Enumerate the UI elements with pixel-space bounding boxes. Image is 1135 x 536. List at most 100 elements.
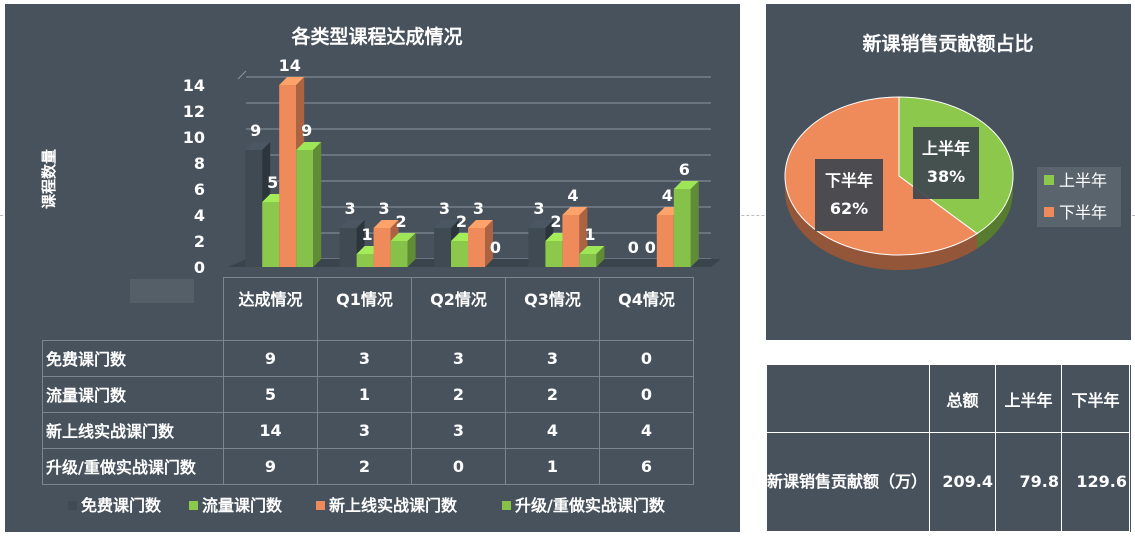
- legend-label: 免费课门数: [81, 496, 162, 515]
- table-header-row: 达成情况 Q1情况 Q2情况 Q3情况 Q4情况: [43, 277, 694, 341]
- sales-table: 总额 上半年 下半年 新课销售贡献额（万） 209.4 79.8 129.6: [766, 364, 1130, 532]
- legend-swatch: [189, 501, 198, 510]
- legend-label: 流量课门数: [202, 496, 283, 515]
- course-achievement-panel: 各类型课程达成情况 课程数量 0 2 4 6 8 10 12 14 9 5 14 9 3 1 3 2 3 2 3 0…: [5, 4, 740, 532]
- table-cell: 3: [317, 339, 412, 377]
- table-cell: 3: [411, 411, 506, 449]
- pie-legend-swatch: [1044, 175, 1054, 185]
- table-cell: 14: [223, 411, 318, 449]
- sales-row-label: 新课销售贡献额（万）: [766, 432, 930, 532]
- bar-data-label: 2: [456, 212, 467, 231]
- sales-table-header: 总额: [929, 364, 996, 433]
- category-label: Q2情况: [411, 277, 506, 341]
- table-cell: 1: [317, 375, 412, 413]
- table-row: 新上线实战课门数 14 3 3 4 4: [42, 411, 694, 449]
- legend-swatch: [68, 501, 77, 510]
- category-label: Q4情况: [599, 277, 694, 341]
- bar: [468, 220, 493, 267]
- y-tick-label: 8: [194, 154, 205, 173]
- bar-data-label: 3: [473, 199, 484, 218]
- sales-table-cell: 129.6: [1061, 432, 1130, 532]
- table-cell: 3: [505, 339, 600, 377]
- table-cell: 3: [317, 411, 412, 449]
- bar-data-label: 4: [662, 186, 673, 205]
- pie-panel: 新课销售贡献额占比 上半年 38% 下半年 62% 上半年 下半年: [766, 4, 1131, 340]
- sales-table-header: 上半年: [995, 364, 1062, 433]
- pie-data-label: 下半年 62%: [815, 159, 883, 231]
- bar-data-label: 0: [645, 238, 656, 257]
- pie-legend-item: 下半年: [1044, 203, 1107, 222]
- table-cell: 6: [599, 447, 694, 485]
- legend-swatch: [502, 501, 511, 510]
- y-axis-label: 课程数量: [40, 149, 58, 209]
- pie-value-label: 62%: [830, 199, 868, 218]
- sales-table-header: 下半年: [1061, 364, 1130, 433]
- row-label: 流量课门数: [42, 375, 224, 413]
- bar-data-label: 14: [279, 56, 301, 75]
- y-tick-label: 14: [183, 76, 205, 95]
- category-label: Q3情况: [505, 277, 600, 341]
- y-tick-label: 12: [183, 102, 205, 121]
- row-label: 升级/重做实战课门数: [42, 447, 224, 485]
- sales-table-row: 新课销售贡献额（万） 209.4 79.8 129.6: [766, 432, 1130, 532]
- table-cell: 2: [411, 375, 506, 413]
- bar: [673, 181, 699, 267]
- table-cell: 4: [505, 411, 600, 449]
- y-tick-label: 2: [194, 232, 205, 251]
- table-cell: 3: [411, 339, 506, 377]
- category-label: Q1情况: [317, 277, 412, 341]
- pie-value-labels: 上半年 38% 下半年 62%: [815, 127, 979, 231]
- legend-item: 免费课门数: [68, 496, 162, 515]
- sales-table-header: [766, 364, 930, 433]
- bar-data-label: 6: [679, 160, 690, 179]
- legend-swatch: [316, 501, 325, 510]
- bar-chart-title: 各类型课程达成情况: [290, 25, 462, 48]
- table-row: 流量课门数 5 1 2 2 0: [42, 375, 694, 413]
- table-cell: 2: [317, 447, 412, 485]
- pie-value-label: 38%: [927, 167, 965, 186]
- pie-category-label: 上半年: [922, 139, 970, 158]
- sales-table-panel: 总额 上半年 下半年 新课销售贡献额（万） 209.4 79.8 129.6: [766, 364, 1131, 532]
- y-tick-label: 4: [194, 206, 205, 225]
- sales-table-cell: 209.4: [929, 432, 996, 532]
- sales-table-cell: 79.8: [995, 432, 1062, 532]
- bar-data-label: 9: [301, 121, 312, 140]
- legend-item: 新上线实战课门数: [316, 496, 458, 515]
- bar-data-label: 3: [379, 199, 390, 218]
- pie-legend-label: 上半年: [1059, 171, 1107, 190]
- row-label: 免费课门数: [42, 339, 224, 377]
- table-corner: [43, 278, 224, 341]
- legend-label: 新上线实战课门数: [329, 496, 458, 515]
- bar-data-label: 3: [533, 199, 544, 218]
- legend-item: 流量课门数: [189, 496, 283, 515]
- bar-data-label: 0: [490, 238, 501, 257]
- category-label: 达成情况: [223, 277, 318, 341]
- table-cell: 9: [223, 447, 318, 485]
- table-row: 升级/重做实战课门数 9 2 0 1 6: [42, 447, 694, 485]
- y-tick-label: 10: [183, 128, 205, 147]
- table-cell: 0: [599, 339, 694, 377]
- table-cell: 5: [223, 375, 318, 413]
- table-cell: 1: [505, 447, 600, 485]
- pie-legend-swatch: [1044, 207, 1054, 217]
- pie-data-label: 上半年 38%: [913, 127, 979, 199]
- pie-category-label: 下半年: [825, 171, 873, 190]
- y-tick-label: 0: [194, 258, 205, 277]
- table-cell: 2: [505, 375, 600, 413]
- data-table: 达成情况 Q1情况 Q2情况 Q3情况 Q4情况 免费课门数 9 3 3 3 0 流量课门数 5 1 2 2 0…: [42, 277, 694, 485]
- legend-label: 升级/重做实战课门数: [515, 496, 666, 515]
- bar-data-label: 0: [628, 238, 639, 257]
- legend-item: 升级/重做实战课门数: [502, 496, 666, 515]
- y-tick-labels: 0 2 4 6 8 10 12 14: [183, 76, 205, 277]
- table-cell: 9: [223, 339, 318, 377]
- table-row: 免费课门数 9 3 3 3 0: [42, 339, 694, 377]
- sales-table-header-row: 总额 上半年 下半年: [766, 364, 1130, 433]
- bar-data-label: 5: [267, 173, 278, 192]
- pie-slice-side: [977, 176, 1013, 249]
- legend: 免费课门数 流量课门数 新上线实战课门数 升级/重做实战课门数: [68, 496, 666, 515]
- pie-chart-title: 新课销售贡献额占比: [862, 32, 1033, 55]
